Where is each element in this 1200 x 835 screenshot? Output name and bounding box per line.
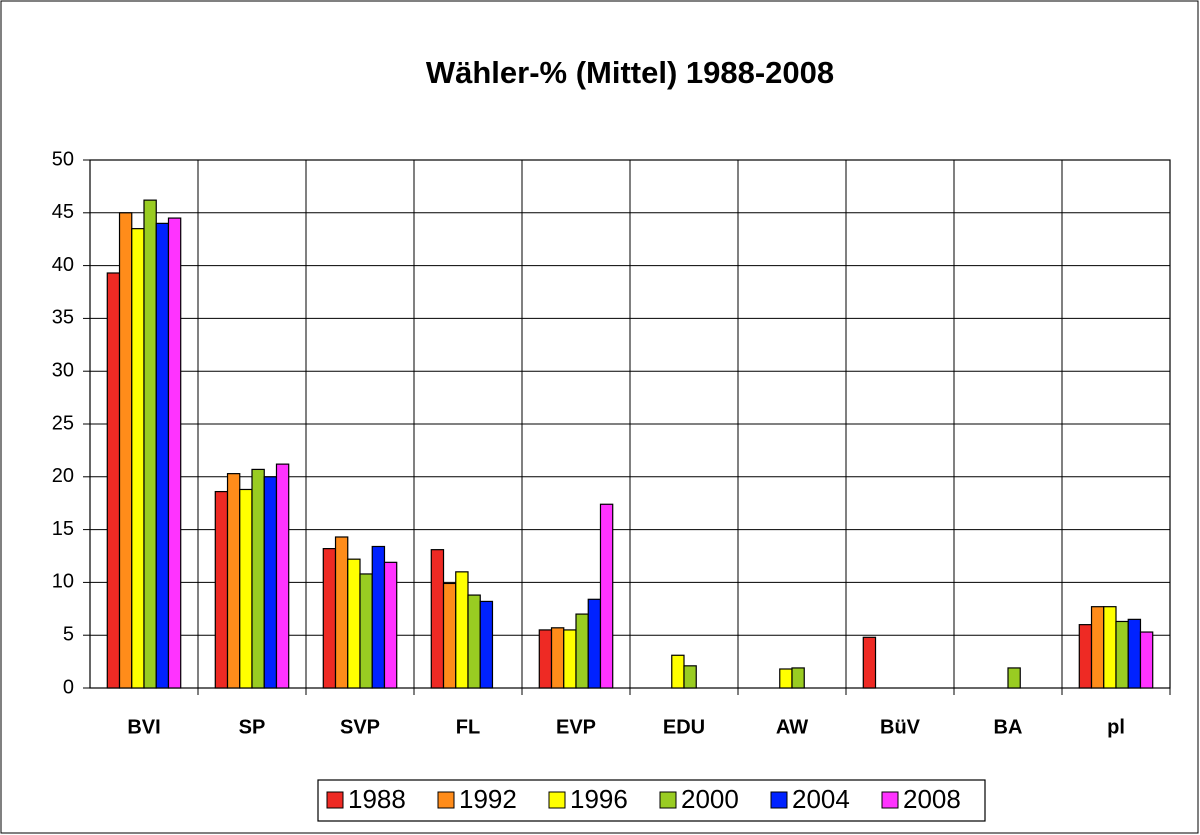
bar: [455, 571, 469, 689]
bar: [371, 545, 386, 689]
bar: [143, 199, 157, 689]
bar: [155, 222, 170, 689]
bar: [587, 598, 602, 689]
bar: [538, 629, 553, 689]
bar: [334, 536, 349, 689]
y-tick-label: 0: [63, 676, 74, 698]
bar: [467, 594, 481, 689]
y-tick-label: 50: [52, 148, 74, 170]
bar: [214, 490, 229, 689]
y-tick-label: 35: [52, 307, 74, 329]
x-tick-label: EVP: [556, 716, 596, 738]
bar: [442, 582, 457, 689]
bar: [862, 636, 877, 689]
x-tick-label: SVP: [340, 716, 380, 738]
bar: [599, 503, 614, 689]
bar: [131, 228, 145, 689]
legend-swatch: [437, 791, 455, 809]
legend-label: 1988: [348, 784, 406, 814]
bar: [167, 217, 182, 689]
legend-box: [317, 779, 986, 822]
bar: [671, 654, 685, 689]
x-tick-label: BA: [994, 716, 1023, 738]
y-tick-label: 10: [52, 571, 74, 593]
bar: [251, 468, 265, 689]
bar: [430, 549, 445, 689]
bar: [1090, 606, 1105, 689]
bar: [1139, 631, 1154, 689]
bar: [239, 488, 253, 689]
bar: [263, 476, 278, 689]
x-tick-label: pl: [1107, 716, 1125, 738]
x-tick-label: FL: [456, 716, 480, 738]
chart-title: Wähler-% (Mittel) 1988-2008: [426, 55, 834, 90]
bar: [275, 463, 290, 689]
legend-label: 2000: [681, 784, 739, 814]
y-tick-label: 30: [52, 359, 74, 381]
bar: [575, 613, 589, 689]
bar: [1127, 618, 1142, 689]
y-tick-label: 15: [52, 518, 74, 540]
legend-swatch: [881, 791, 899, 809]
bar: [1078, 624, 1093, 689]
legend-swatch: [770, 791, 788, 809]
bar: [106, 272, 121, 689]
legend-swatch: [326, 791, 344, 809]
bar: [383, 561, 398, 689]
bar: [683, 665, 697, 689]
bar: [1007, 667, 1021, 689]
legend-swatch: [548, 791, 566, 809]
x-tick-label: SP: [239, 716, 266, 738]
bar: [118, 212, 133, 689]
y-tick-label: 5: [63, 623, 74, 645]
y-tick-label: 20: [52, 465, 74, 487]
bar: [1115, 620, 1129, 689]
legend-label: 1996: [570, 784, 628, 814]
bar: [1103, 606, 1117, 689]
y-tick-label: 45: [52, 201, 74, 223]
bar: [479, 600, 494, 689]
legend-label: 2004: [792, 784, 850, 814]
bar: [359, 573, 373, 689]
bar: [779, 668, 793, 689]
y-tick-label: 40: [52, 254, 74, 276]
bar: [322, 548, 337, 689]
legend-label: 1992: [459, 784, 517, 814]
x-tick-label: AW: [776, 716, 808, 738]
legend-label: 2008: [903, 784, 961, 814]
x-tick-label: BüV: [880, 716, 921, 738]
bar: [563, 629, 577, 689]
bar: [226, 473, 241, 689]
bar: [791, 667, 805, 689]
y-tick-label: 25: [52, 412, 74, 434]
bar: [550, 627, 565, 689]
x-tick-label: BVI: [127, 716, 160, 738]
x-tick-label: EDU: [663, 716, 705, 738]
legend-swatch: [659, 791, 677, 809]
bar: [347, 558, 361, 689]
